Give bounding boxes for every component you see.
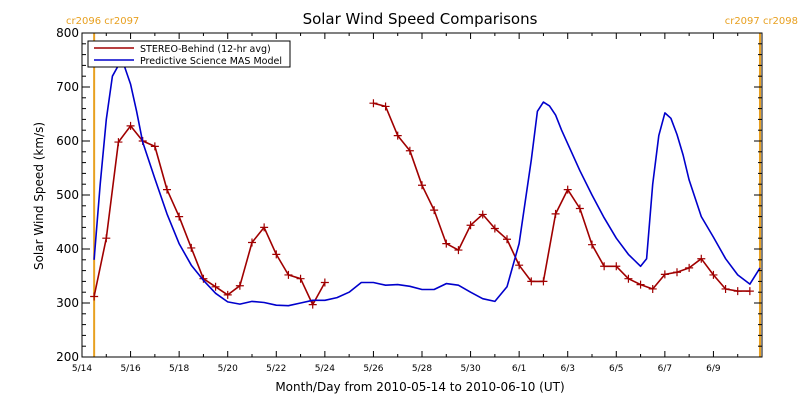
data-point-stereo xyxy=(418,181,426,190)
y-tick-label: 300 xyxy=(56,296,79,310)
data-point-stereo xyxy=(272,250,281,259)
data-point-stereo xyxy=(235,281,244,290)
data-point-stereo xyxy=(648,284,657,293)
data-point-stereo xyxy=(248,238,256,247)
x-tick-label: 5/16 xyxy=(120,364,140,374)
data-point-stereo xyxy=(442,239,451,248)
y-tick-label: 600 xyxy=(56,134,79,148)
legend-label-mas: Predictive Science MAS Model xyxy=(140,56,282,67)
data-point-stereo xyxy=(563,185,572,194)
data-point-stereo xyxy=(175,212,184,221)
x-tick-label: 6/9 xyxy=(706,364,721,374)
x-tick-label: 5/20 xyxy=(218,364,238,374)
data-point-stereo xyxy=(660,270,669,279)
data-point-stereo xyxy=(697,254,706,263)
data-point-stereo xyxy=(551,209,560,218)
data-point-stereo xyxy=(503,235,511,244)
legend-box xyxy=(87,40,291,68)
data-point-stereo xyxy=(102,234,111,243)
data-point-stereo xyxy=(430,206,439,215)
data-point-stereo xyxy=(588,240,596,249)
data-point-stereo xyxy=(381,102,390,111)
plot-frame xyxy=(81,32,763,358)
data-point-stereo xyxy=(466,221,475,230)
data-point-stereo xyxy=(393,131,402,140)
data-point-stereo xyxy=(515,261,524,270)
marker-label-right: cr2097 cr2098 xyxy=(725,16,798,27)
x-tick-label: 5/30 xyxy=(460,364,480,374)
y-tick-label: 800 xyxy=(56,26,79,40)
data-point-stereo xyxy=(624,274,633,283)
data-point-stereo xyxy=(211,282,220,291)
data-point-stereo xyxy=(612,262,621,271)
legend-label-stereo: STEREO-Behind (12-hr avg) xyxy=(140,44,271,55)
y-tick-label: 500 xyxy=(56,188,79,202)
data-point-stereo xyxy=(721,284,730,293)
data-point-stereo xyxy=(709,270,718,279)
data-point-stereo xyxy=(478,210,487,219)
x-tick-label: 6/5 xyxy=(609,364,623,374)
x-axis-label: Month/Day from 2010-05-14 to 2010-06-10 … xyxy=(275,380,564,394)
legend: STEREO-Behind (12-hr avg) Predictive Sci… xyxy=(87,40,291,68)
data-point-stereo xyxy=(187,243,196,252)
y-tick-label: 700 xyxy=(56,80,79,94)
data-point-stereo xyxy=(490,224,499,233)
series-line-stereo xyxy=(373,102,750,292)
x-tick-label: 5/26 xyxy=(363,364,383,374)
data-point-stereo xyxy=(539,277,548,286)
x-tick-label: 5/14 xyxy=(72,364,92,374)
y-axis-label: Solar Wind Speed (km/s) xyxy=(32,122,46,270)
data-point-stereo xyxy=(260,223,269,232)
x-tick-label: 5/24 xyxy=(315,364,335,374)
data-point-stereo xyxy=(673,268,681,277)
x-tick-label: 6/1 xyxy=(512,364,526,374)
y-tick-label: 400 xyxy=(56,242,79,256)
data-point-stereo xyxy=(405,146,414,155)
x-tick-label: 6/3 xyxy=(560,364,574,374)
data-point-stereo xyxy=(745,287,754,296)
data-point-stereo xyxy=(685,263,694,272)
x-tick-label: 5/22 xyxy=(266,364,286,374)
data-point-stereo xyxy=(320,278,329,287)
data-point-stereo xyxy=(223,290,232,299)
data-point-stereo xyxy=(575,204,584,213)
data-point-stereo xyxy=(308,300,317,309)
data-point-stereo xyxy=(126,121,135,130)
data-point-stereo xyxy=(163,185,171,194)
y-tick-label: 200 xyxy=(56,350,79,364)
data-point-stereo xyxy=(150,142,159,151)
marker-label-left: cr2096 cr2097 xyxy=(66,16,139,27)
data-point-stereo xyxy=(636,280,645,289)
x-tick-label: 5/28 xyxy=(412,364,432,374)
data-point-stereo xyxy=(600,262,609,271)
x-tick-label: 5/18 xyxy=(169,364,189,374)
chart-title: Solar Wind Speed Comparisons xyxy=(303,10,538,28)
data-point-stereo xyxy=(454,246,463,255)
data-point-stereo xyxy=(296,274,305,283)
data-point-stereo xyxy=(114,138,123,147)
data-point-stereo xyxy=(527,277,536,286)
data-point-stereo xyxy=(369,99,378,108)
x-tick-label: 6/7 xyxy=(658,364,672,374)
data-point-stereo xyxy=(90,292,99,301)
series-line-mas xyxy=(93,64,761,307)
series-line-stereo xyxy=(93,125,326,306)
data-point-stereo xyxy=(733,287,742,296)
data-point-stereo xyxy=(284,270,293,279)
